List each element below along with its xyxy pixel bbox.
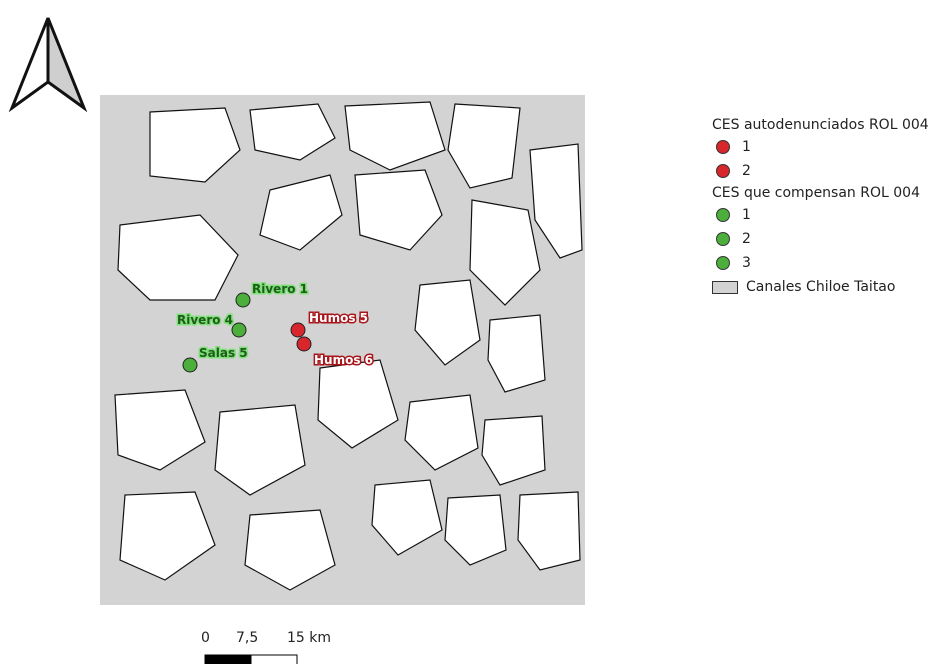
point-label: Rivero 4 [177,313,233,327]
north-arrow-icon [8,17,88,113]
scale-label-7-5: 7,5 [236,630,259,646]
scale-bar [204,654,298,664]
scale-label-15: 15 km [287,630,332,646]
scale-label-0: 0 [201,630,210,646]
points-layer: Rivero 1 Rivero 4 Salas 5 Humos 5 Humos … [176,281,375,373]
green-circle-icon [716,256,730,270]
legend-item-label: 2 [742,163,751,179]
legend-group2-title: CES que compensan ROL 004 [712,185,920,201]
legend-item: 1 [712,203,929,227]
green-circle-icon [716,232,730,246]
legend-item: 2 [712,159,929,183]
red-circle-icon [716,164,730,178]
legend-item-layer: Canales Chiloe Taitao [712,275,929,299]
legend-item-label: 3 [742,255,751,271]
legend-item: 2 [712,227,929,251]
grey-rectangle-icon [712,280,738,294]
legend-item-label: 1 [742,207,751,223]
point-rivero-4[interactable]: Rivero 4 [176,312,247,338]
point-label: Humos 6 [314,353,373,367]
legend-item: 3 [712,251,929,275]
point-rivero-1[interactable]: Rivero 1 [235,281,310,308]
legend-item-label: 1 [742,139,751,155]
point-humos-5[interactable]: Humos 5 [290,310,370,338]
legend-item-label: Canales Chiloe Taitao [746,279,896,295]
point-humos-6[interactable]: Humos 6 [296,336,375,369]
legend-item: 1 [712,135,929,159]
red-circle-icon [716,140,730,154]
green-circle-icon [716,208,730,222]
point-label: Humos 5 [309,311,368,325]
point-salas-5[interactable]: Salas 5 [182,345,249,373]
point-label: Rivero 1 [252,282,308,296]
legend-item-label: 2 [742,231,751,247]
legend-group1-title: CES autodenunciados ROL 004 [712,117,929,133]
channels-layer [100,95,585,605]
point-label: Salas 5 [199,346,248,360]
legend: CES autodenunciados ROL 004 1 2 CES que … [712,115,929,299]
